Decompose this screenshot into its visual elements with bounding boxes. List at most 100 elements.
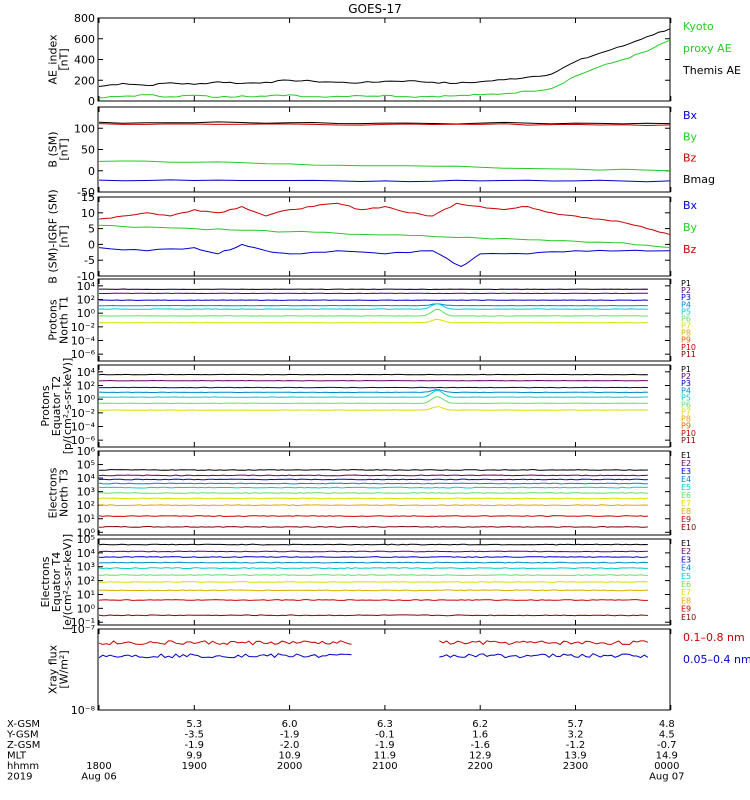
legend-entry: P9	[681, 422, 691, 431]
y-axis-label: Protons	[39, 385, 52, 426]
y-tick-label: 10²	[77, 294, 95, 307]
panel-frame	[97, 17, 671, 102]
legend-entry: P11	[681, 436, 696, 445]
chart-title: GOES-17	[348, 2, 402, 16]
legend-entry: P8	[681, 329, 691, 338]
legend-entry: P4	[681, 300, 691, 309]
y-tick-label: 10⁰	[77, 602, 96, 615]
y-axis-label: North T1	[58, 296, 71, 344]
series-line	[98, 478, 648, 481]
series-line	[98, 292, 648, 295]
legend-entry: P6	[681, 400, 691, 409]
legend-entry: E5	[681, 572, 691, 581]
legend-entry: P1	[681, 279, 691, 288]
y-axis-label: [p/(cm²-s-sr-keV)]	[61, 358, 74, 455]
ephemeris-value: 0000	[654, 761, 679, 772]
y-axis-label: Xray flux	[47, 644, 60, 694]
ephemeris-value: 6.0	[282, 719, 298, 730]
ephemeris-value: -3.5	[185, 730, 205, 741]
series-line	[98, 308, 648, 317]
series-line	[98, 406, 648, 411]
series-line	[99, 288, 648, 291]
legend-entry: E10	[681, 613, 696, 622]
legend-entry: P10	[681, 429, 696, 438]
series-line	[98, 39, 670, 99]
legend-entry: Kyoto	[683, 20, 714, 33]
series-line	[98, 303, 648, 307]
series-line	[98, 121, 670, 125]
ephemeris-value: Aug 07	[649, 772, 684, 783]
ephemeris-value: 5.7	[568, 719, 584, 730]
series-line	[98, 599, 648, 601]
y-tick-label: 10⁻⁸	[71, 704, 96, 717]
series-line	[98, 243, 670, 268]
y-tick-label: 10⁵	[77, 459, 95, 472]
ephemeris-value: 12.9	[469, 751, 491, 762]
y-tick-label: 10⁴	[77, 547, 96, 560]
panel-xray: 10⁻⁸ 10⁻⁷ Xray flux[W/m²] 0.1–0.8 nm 0.05–0.…	[47, 623, 750, 717]
y-tick-label: 10⁻²	[71, 321, 95, 334]
series-line	[98, 589, 648, 592]
legend-entry: P10	[681, 343, 696, 352]
y-tick-label: 10⁶	[77, 445, 96, 458]
legend-entry: P9	[681, 336, 691, 345]
ephemeris-value: 14.9	[656, 751, 678, 762]
ephemeris-value: 6.2	[472, 719, 488, 730]
legend-entry: P2	[681, 286, 691, 295]
y-tick-label: 600	[74, 33, 95, 46]
series-line	[98, 525, 648, 528]
y-axis-label: Equator T2	[50, 376, 63, 436]
y-tick-label: 10⁰	[77, 526, 96, 539]
ephemeris-value: 11.9	[374, 751, 396, 762]
legend-entry: E1	[681, 539, 691, 548]
y-axis-label: Protons	[47, 299, 60, 340]
ephemeris-value: 4.8	[659, 719, 675, 730]
panel-frame	[97, 628, 671, 711]
series-line	[98, 202, 670, 236]
legend-entry: proxy AE	[683, 42, 732, 55]
legend-entry: P4	[681, 386, 691, 395]
panel-frame	[97, 106, 671, 193]
legend-entry: P8	[681, 415, 691, 424]
ephemeris-value: -1.9	[185, 740, 205, 751]
ephemeris-value: -1.9	[280, 730, 300, 741]
ephemeris-value: -2.0	[280, 740, 300, 751]
y-tick-label: 10⁻⁴	[71, 335, 96, 348]
series-line	[99, 492, 648, 494]
y-tick-label: 10⁴	[77, 366, 96, 379]
panel-ae: 0 200 400 600 800 AE_index[nT] Kyoto proxy AE Th…	[47, 12, 741, 108]
series-line	[98, 386, 648, 389]
ephemeris-value: 2100	[372, 761, 397, 772]
series-line	[98, 160, 670, 172]
series-line	[98, 504, 648, 507]
legend-entry: E9	[681, 515, 691, 524]
y-tick-label: 10²	[77, 499, 95, 512]
y-tick-label: -5	[84, 254, 95, 267]
y-tick-label: 100	[74, 122, 95, 135]
y-axis-label: Electrons	[39, 556, 52, 607]
ephemeris-value: 6.3	[377, 719, 393, 730]
ephemeris-value: -1.6	[470, 740, 490, 751]
ephemeris-value: -0.1	[375, 730, 395, 741]
y-axis-label: [W/m²]	[58, 650, 71, 688]
ephemeris-value: 1900	[182, 761, 207, 772]
series-line	[98, 396, 648, 405]
y-tick-label: 10⁻⁴	[71, 421, 96, 434]
ephemeris-value: 10.9	[278, 751, 300, 762]
series-line	[98, 653, 649, 659]
y-axis-label: B (SM)	[47, 131, 60, 167]
ephemeris-value: 4.5	[659, 730, 675, 741]
legend-entry: P6	[681, 314, 691, 323]
y-tick-label: 10⁰	[77, 307, 96, 320]
y-axis-label: AE_index	[47, 34, 60, 85]
y-axis-label: Electrons	[47, 467, 60, 518]
y-axis-label: Equator T4	[50, 552, 63, 612]
legend-entry: P11	[681, 350, 696, 359]
y-tick-label: 10⁻²	[71, 407, 95, 420]
y-tick-label: -10	[77, 270, 95, 283]
